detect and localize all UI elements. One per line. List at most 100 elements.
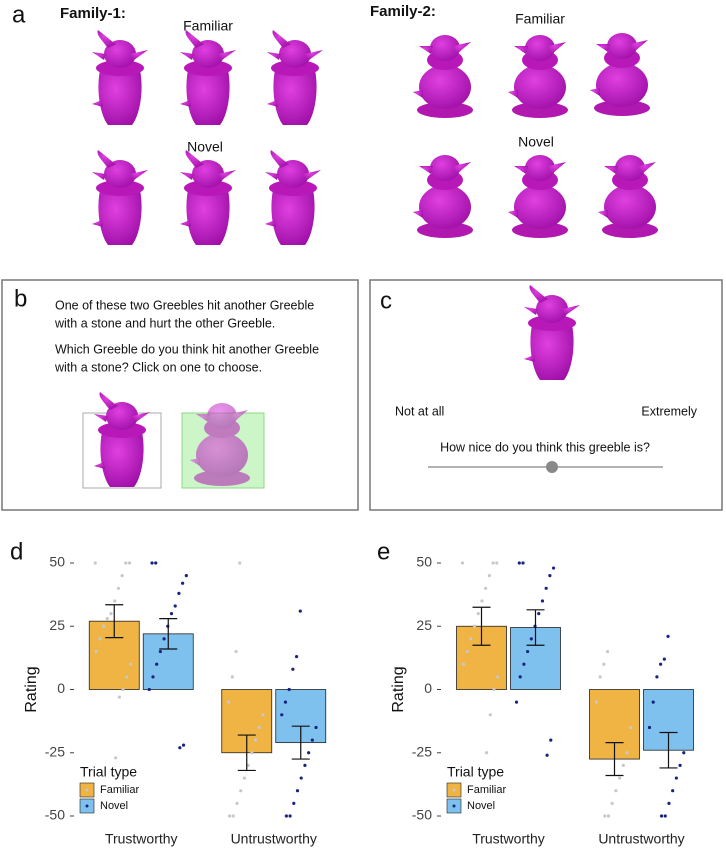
error-bar [237, 734, 256, 772]
data-point [651, 700, 655, 704]
data-point [678, 763, 682, 768]
legend-label: Novel [467, 800, 495, 812]
data-point [659, 662, 663, 666]
slider-knob[interactable] [546, 461, 558, 473]
data-point [522, 662, 526, 666]
legend-title: Trial type [80, 764, 137, 780]
data-point [303, 763, 307, 768]
data-point [121, 687, 125, 692]
instruction: with a stone and hurt the other Greeble. [54, 316, 275, 330]
data-point [480, 599, 484, 603]
x-tick-label: Trustworthy [472, 831, 545, 847]
data-point [517, 561, 521, 565]
panel-label: d [10, 538, 23, 565]
legend-key-point [452, 804, 456, 808]
error-bar [159, 618, 178, 650]
question: How nice do you think this greeble is? [440, 440, 650, 454]
panel-label: c [380, 287, 392, 314]
data-point [239, 789, 243, 793]
data-point [227, 700, 231, 704]
data-point [250, 751, 254, 755]
error-bar [605, 742, 624, 777]
data-point [178, 746, 182, 750]
data-point [128, 662, 133, 666]
data-point [116, 586, 121, 590]
data-point [647, 725, 652, 730]
data-point [674, 776, 678, 780]
y-tick-label: -25 [412, 743, 432, 759]
x-tick-label: Untrustworthy [598, 831, 684, 847]
data-point [147, 687, 151, 692]
data-point [242, 776, 247, 780]
data-point [181, 743, 186, 747]
data-point [603, 814, 607, 818]
data-point [257, 725, 261, 730]
data-point [617, 776, 622, 780]
group-label: Familiar [515, 11, 565, 27]
family-title: Family-1: [60, 5, 126, 22]
data-point [169, 612, 174, 616]
y-axis-title: Rating [23, 666, 40, 712]
greeble [508, 35, 568, 118]
scale-label: Not at all [395, 404, 444, 418]
data-point [625, 751, 629, 755]
data-point [465, 649, 469, 654]
panel-frame [1, 279, 359, 511]
data-point [461, 662, 466, 666]
data-point [150, 561, 154, 565]
data-point [606, 814, 611, 818]
data-point [492, 687, 496, 692]
data-point [540, 599, 545, 603]
data-point [228, 814, 232, 818]
data-point [283, 700, 288, 704]
greeble [524, 285, 580, 380]
data-point [280, 713, 284, 717]
greeble [180, 150, 236, 245]
legend-key-point [452, 788, 456, 792]
data-point [234, 649, 238, 654]
data-point [105, 617, 109, 621]
y-tick-label: 50 [49, 554, 65, 570]
data-point [529, 637, 533, 641]
data-point [98, 637, 102, 641]
greeble [590, 33, 650, 116]
greeble [92, 150, 148, 245]
data-point [253, 738, 258, 742]
data-point [518, 675, 522, 679]
greeble [413, 35, 473, 118]
data-point [495, 561, 499, 565]
y-tick-label: -50 [412, 807, 432, 823]
greeble [180, 30, 236, 125]
data-point [610, 801, 614, 805]
data-point [629, 725, 633, 730]
y-tick-label: 0 [424, 680, 432, 696]
group-label: Novel [187, 139, 223, 155]
data-point [230, 675, 234, 679]
error-bar [291, 725, 310, 760]
data-point [526, 649, 530, 654]
data-point [469, 637, 473, 641]
data-point [261, 713, 265, 717]
instruction: One of these two Greebles hit another Gr… [55, 298, 314, 312]
data-point [238, 561, 242, 565]
data-point [548, 574, 552, 578]
instruction: Which Greeble do you think hit another G… [55, 342, 319, 356]
data-point [476, 612, 480, 616]
greeble [598, 155, 658, 238]
legend-label: Familiar [467, 784, 506, 796]
family-title: Family-2: [370, 3, 436, 20]
error-bar [472, 606, 491, 646]
data-point [299, 776, 303, 780]
data-point [151, 675, 155, 679]
data-point [514, 700, 519, 704]
data-point [663, 814, 667, 818]
data-point [162, 637, 166, 641]
scale-label: Extremely [641, 404, 697, 418]
data-point [487, 574, 491, 578]
data-point [184, 574, 188, 578]
panel-frame [369, 279, 723, 511]
data-point [460, 561, 465, 565]
data-point [545, 753, 549, 757]
y-tick-label: -50 [45, 807, 65, 823]
